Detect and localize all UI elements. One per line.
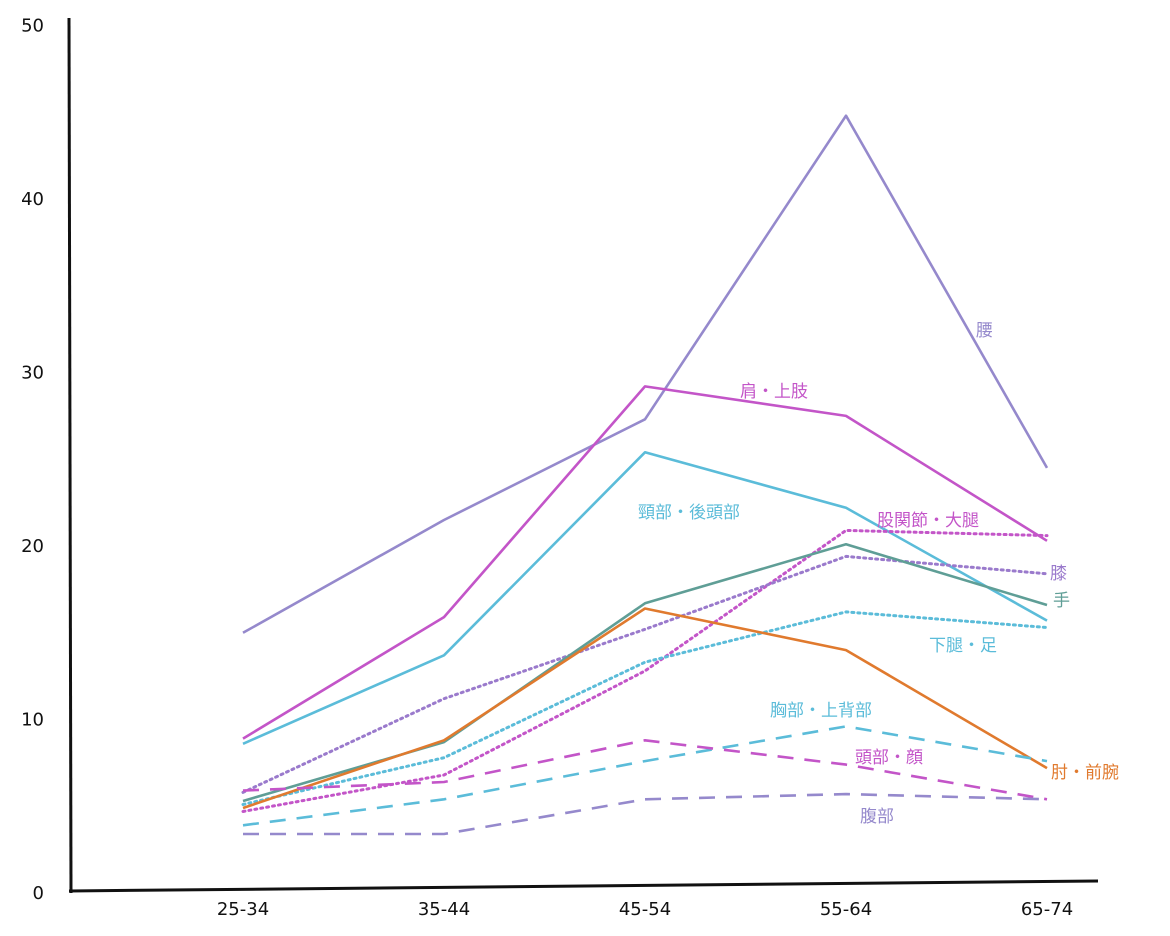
y-tick-label: 30 — [21, 363, 44, 384]
series-label: 肩・上肢 — [740, 382, 808, 402]
y-tick-label: 20 — [21, 536, 44, 557]
series-lines — [241, 114, 1049, 836]
series-line-8170 — [242, 114, 1049, 634]
y-tick-label: 0 — [33, 883, 44, 904]
series-line-809830fb524d8155 — [242, 607, 1048, 810]
series-line-819d — [241, 554, 1049, 794]
series-label: 下腿・足 — [929, 636, 997, 656]
x-tick-label: 65-74 — [1021, 899, 1073, 920]
series-line-4e0b817f30fb8db3 — [241, 610, 1049, 806]
series-label: 頭部・顔 — [855, 748, 923, 768]
series-line-80a195a27bc030fb5927817f — [241, 528, 1049, 813]
series-label: 頸部・後頭部 — [638, 503, 740, 523]
series-label: 腹部 — [860, 807, 894, 827]
series-label: 腰 — [976, 321, 993, 341]
x-axis-line — [68, 879, 1099, 893]
y-tick-label: 50 — [21, 16, 44, 37]
series-line-80a930fb4e0a80a2 — [242, 385, 1048, 740]
series-label: 胸部・上背部 — [770, 701, 872, 721]
series-label: 股関節・大腿 — [877, 511, 979, 531]
series-label: 手 — [1053, 591, 1070, 611]
x-tick-label: 45-54 — [619, 899, 671, 920]
series-line-982d90e830fb9854 — [242, 738, 1048, 801]
y-axis-line — [67, 17, 73, 894]
series-line-817990e8 — [243, 792, 1048, 836]
x-tick-label: 55-64 — [820, 899, 872, 920]
x-tick-label: 25-34 — [217, 899, 269, 920]
y-tick-labels: 0 10 20 30 40 50 — [21, 16, 44, 905]
x-tick-labels: 25-34 35-44 45-54 55-64 65-74 — [217, 899, 1073, 920]
series-label: 肘・前腕 — [1051, 763, 1119, 783]
y-tick-label: 40 — [21, 189, 44, 210]
series-label: 膝 — [1050, 564, 1067, 584]
series-line-983890e830fb5f8c982d90e8 — [242, 450, 1048, 745]
series-line-80f890e830fb4e0a80cc90e8 — [242, 725, 1048, 827]
series-line-624b — [242, 542, 1048, 803]
x-tick-label: 35-44 — [418, 899, 470, 920]
y-tick-label: 10 — [21, 710, 44, 731]
